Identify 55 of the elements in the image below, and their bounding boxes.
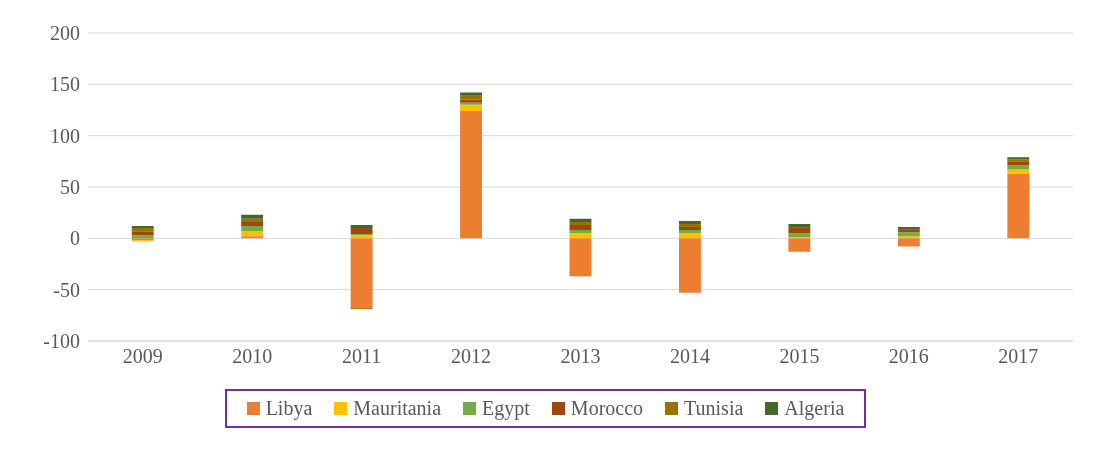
y-tick-label: 150 (50, 73, 80, 96)
legend-label: Morocco (569, 397, 644, 420)
x-tick-label: 2015 (779, 345, 820, 368)
x-tick-label: 2009 (122, 345, 163, 368)
bar (788, 223, 811, 228)
bar (241, 226, 264, 232)
bar (679, 220, 701, 224)
bar (131, 231, 154, 236)
bar (569, 224, 592, 231)
bar (1007, 165, 1030, 170)
bar (1007, 169, 1030, 174)
bar (897, 236, 920, 239)
bar (241, 218, 264, 222)
bar (569, 233, 592, 239)
bar (897, 232, 920, 237)
bar (1007, 173, 1030, 239)
legend-label: Algeria (783, 397, 845, 420)
bar (460, 104, 482, 112)
bar (788, 238, 811, 252)
bar (569, 230, 592, 234)
bar (679, 238, 701, 293)
x-tick-label: 2017 (998, 345, 1039, 368)
bar (350, 238, 373, 309)
bar (788, 228, 811, 234)
bar (1007, 161, 1030, 166)
x-tick-label: 2010 (232, 345, 273, 368)
bar (679, 233, 701, 239)
y-tick-label: 0 (70, 227, 80, 250)
y-tick-label: 100 (50, 124, 80, 147)
y-tick-label: -100 (43, 330, 80, 353)
legend-label: Libya (264, 397, 313, 420)
bar (679, 223, 701, 228)
x-tick-label: 2016 (888, 345, 929, 368)
legend-label: Tunisia (683, 397, 744, 420)
x-tick-label: 2014 (669, 345, 710, 368)
bar (788, 233, 811, 238)
x-tick-label: 2012 (451, 345, 492, 368)
bar (460, 92, 482, 96)
y-tick-label: -50 (53, 278, 80, 301)
bar (241, 231, 264, 237)
bar (241, 236, 264, 239)
x-tick-label: 2011 (341, 345, 382, 368)
bar (350, 224, 373, 229)
x-tick-label: 2013 (560, 345, 601, 368)
y-tick-label: 50 (60, 176, 80, 199)
bar (241, 221, 264, 227)
bar (569, 238, 592, 277)
bar (350, 228, 373, 235)
bar (897, 238, 920, 247)
bar (460, 95, 482, 100)
legend-label: Egypt (481, 397, 530, 420)
legend-label: Mauritania (352, 397, 442, 420)
bar (241, 214, 264, 219)
bar (460, 111, 482, 239)
y-tick-label: 200 (50, 22, 80, 45)
